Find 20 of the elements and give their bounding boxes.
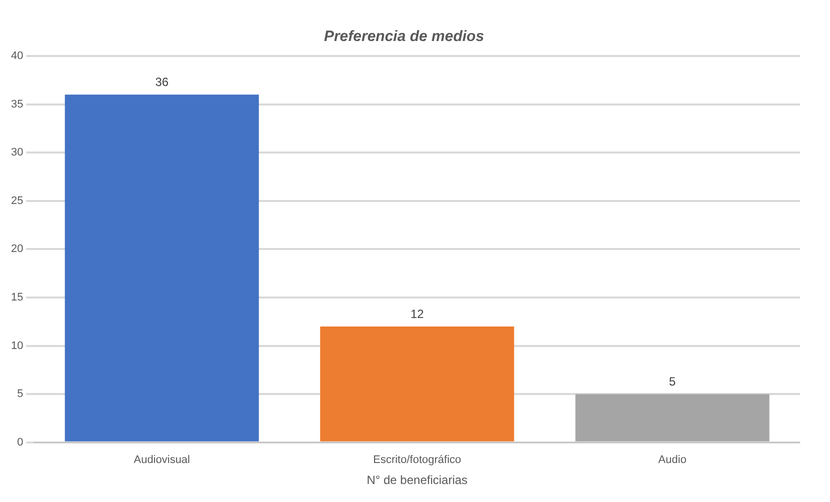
x-tick-label: Audiovisual [134, 454, 190, 466]
data-label: 12 [410, 306, 424, 321]
bar [320, 326, 514, 442]
chart-title: Preferencia de medios [324, 28, 484, 46]
y-tick-label: 20 [10, 243, 24, 256]
y-tick-label: 40 [10, 50, 24, 62]
data-label: 5 [669, 374, 676, 388]
y-tick-label: 15 [10, 292, 24, 304]
x-tick-label: Audio [658, 454, 686, 466]
data-label: 36 [155, 74, 169, 89]
y-tick-label: 10 [10, 340, 24, 352]
x-axis-title: N° de beneficiarias [366, 473, 468, 488]
bar [64, 94, 259, 442]
bar [575, 394, 770, 442]
y-tick-label: 0 [17, 436, 24, 448]
y-tick-label: 30 [10, 146, 24, 159]
x-tick-label: Escrito/fotográfico [373, 454, 462, 466]
y-tick-label: 5 [17, 388, 24, 400]
y-tick-label: 35 [10, 98, 24, 110]
y-tick-label: 25 [10, 194, 24, 207]
